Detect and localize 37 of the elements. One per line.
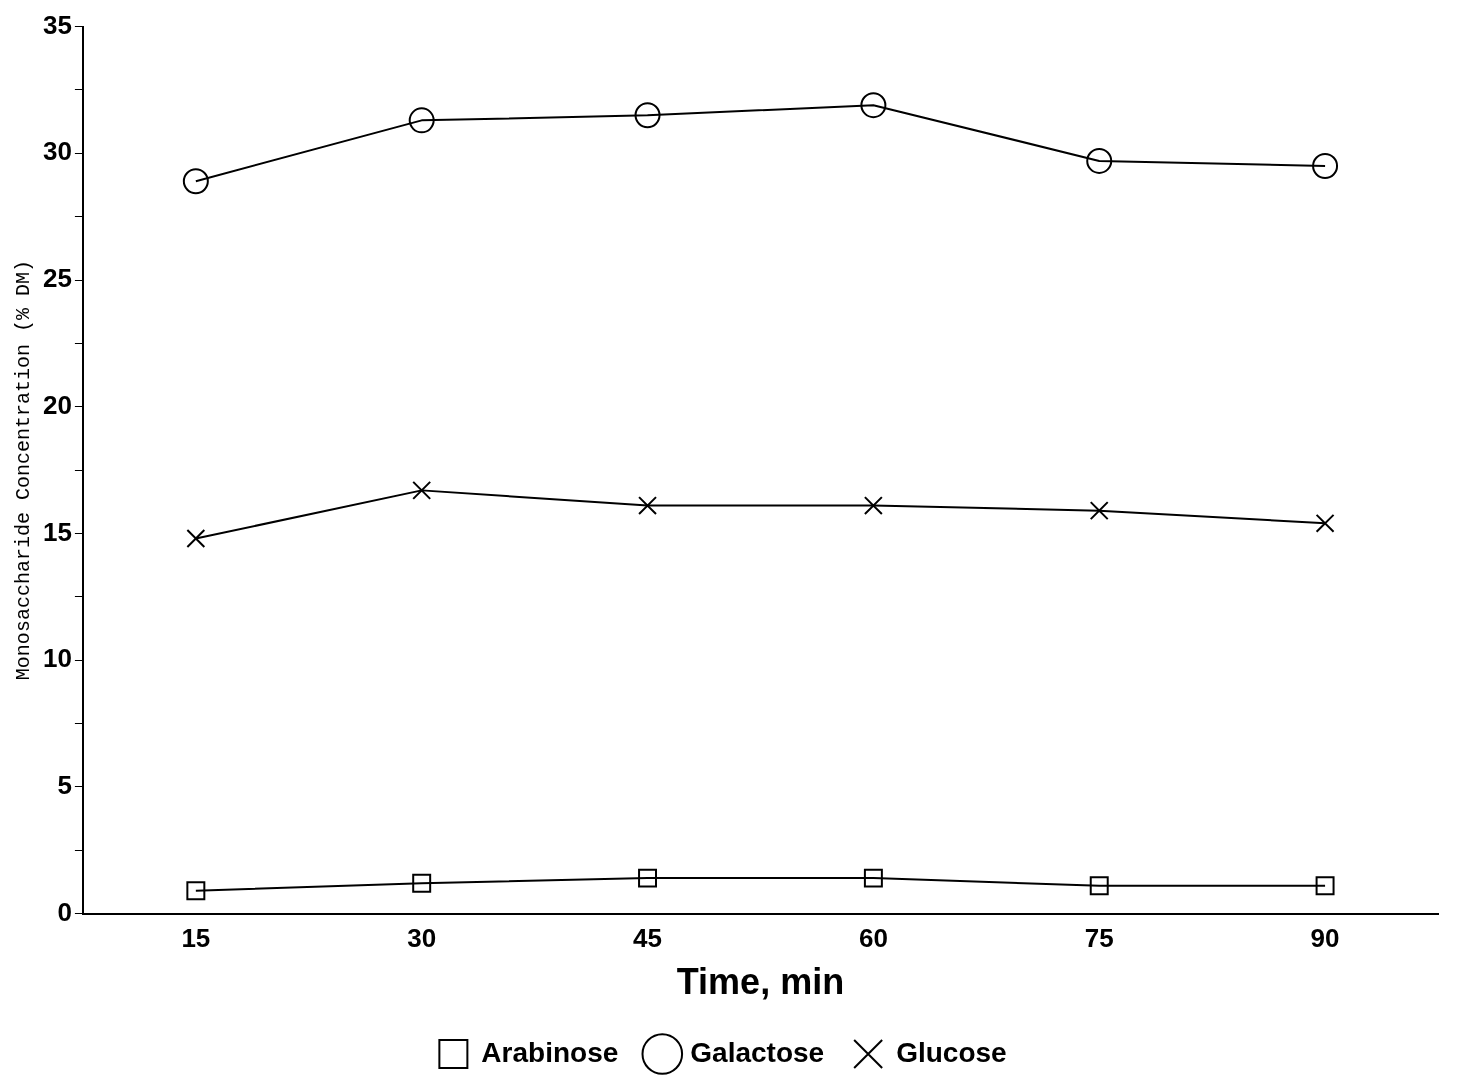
point xyxy=(1089,501,1109,521)
legend-label: Glucose xyxy=(896,1036,1007,1068)
y-tick-label: 0 xyxy=(57,896,72,927)
x-tick-label: 45 xyxy=(633,923,662,954)
point xyxy=(412,873,432,893)
point xyxy=(1086,147,1113,174)
y-tick-label: 25 xyxy=(43,263,72,294)
y-tick-label: 30 xyxy=(43,136,72,167)
y-axis-title: Monosaccharide Concentration (% DM) xyxy=(12,260,36,681)
point xyxy=(182,168,209,195)
point xyxy=(1315,876,1335,896)
legend-label: Galactose xyxy=(690,1036,825,1068)
x-axis-title: Time, min xyxy=(676,961,845,1003)
point xyxy=(186,881,206,901)
x-tick-label: 30 xyxy=(407,923,437,954)
point xyxy=(638,868,658,888)
y-tick-label: 35 xyxy=(43,9,72,40)
point xyxy=(1312,152,1339,179)
point xyxy=(186,529,206,549)
y-tick-label: 5 xyxy=(57,770,72,801)
point xyxy=(634,102,661,129)
y-tick-label: 15 xyxy=(43,516,72,547)
y-tick-label: 10 xyxy=(43,643,72,674)
point xyxy=(408,107,435,134)
point xyxy=(1089,876,1109,896)
point xyxy=(863,868,883,888)
x-tick-label: 15 xyxy=(181,923,211,954)
x-tick-label: 90 xyxy=(1310,923,1340,954)
x-tick-label: 60 xyxy=(858,923,888,954)
point xyxy=(1315,513,1335,533)
point xyxy=(860,92,887,119)
point xyxy=(412,480,432,500)
legend-label: Arabinose xyxy=(481,1036,619,1068)
x-tick-label: 75 xyxy=(1084,923,1114,954)
point xyxy=(863,496,883,516)
point xyxy=(638,496,658,516)
y-tick-label: 20 xyxy=(43,389,72,420)
